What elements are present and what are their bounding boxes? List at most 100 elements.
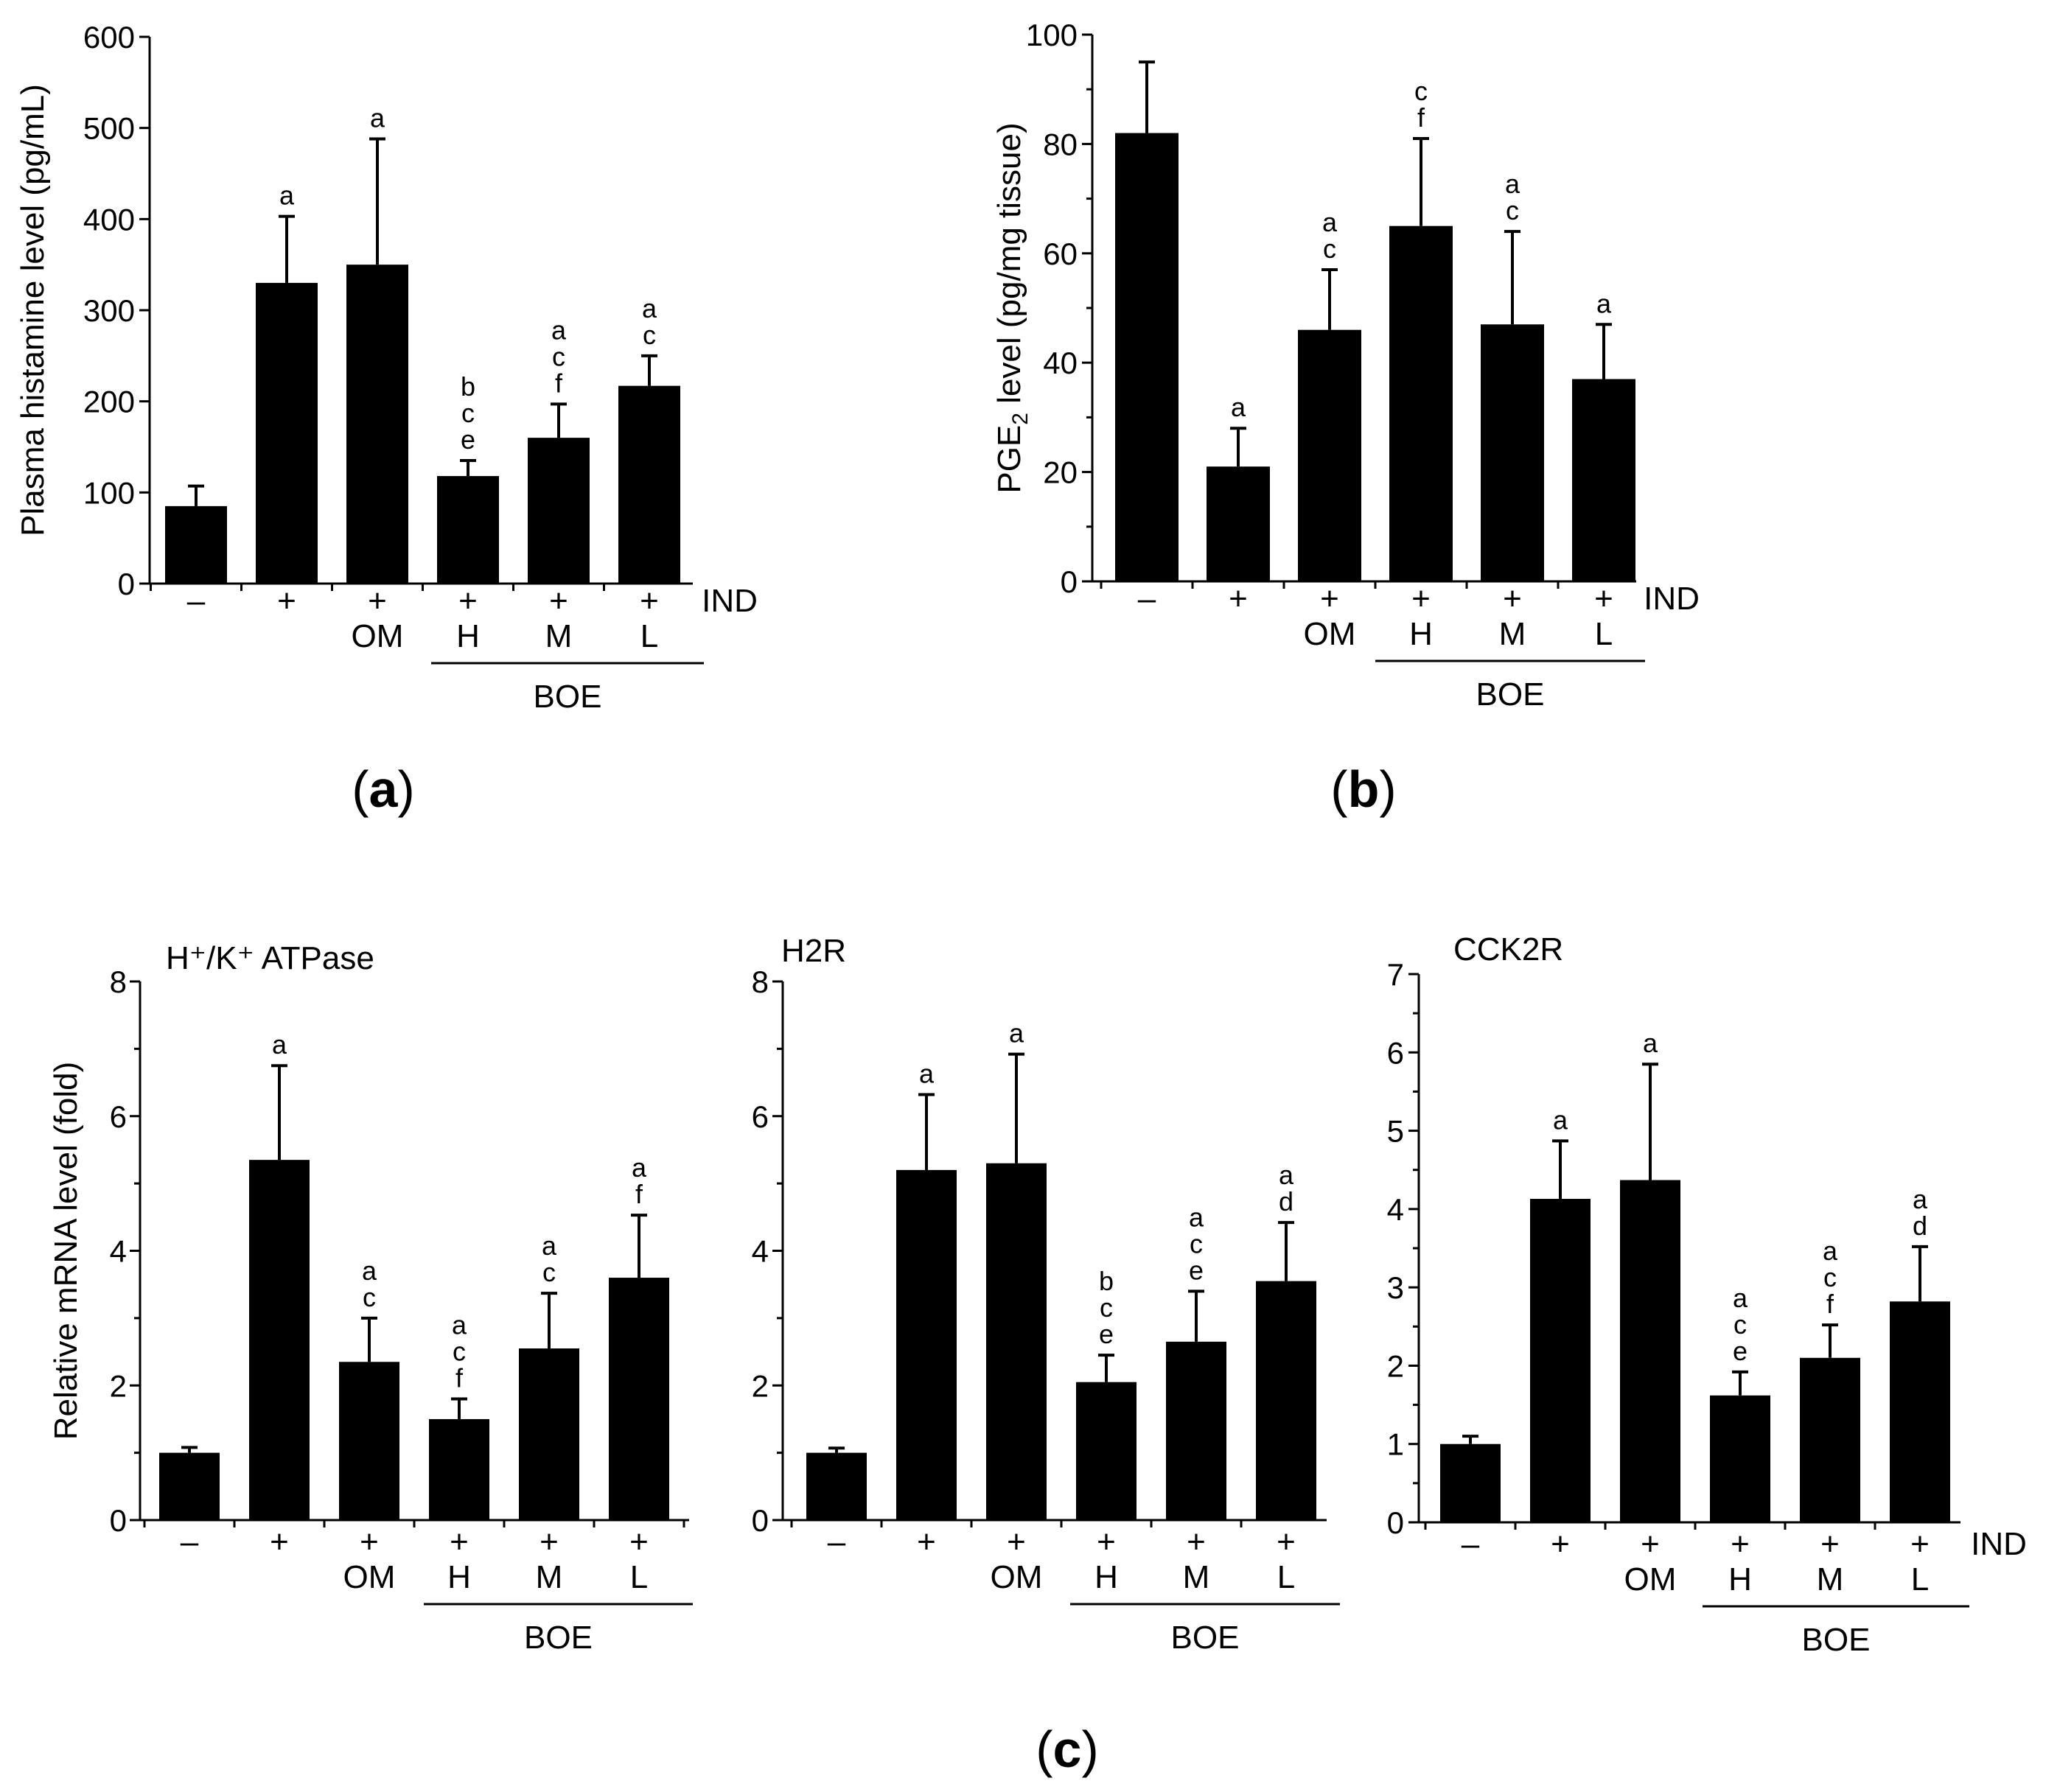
bar bbox=[986, 1163, 1047, 1520]
y-tick-label: 0 bbox=[752, 1503, 769, 1538]
y-tick-label: 40 bbox=[1043, 346, 1078, 380]
x-row1-trailer: IND bbox=[702, 583, 758, 619]
bar bbox=[1481, 324, 1544, 581]
bar bbox=[249, 1160, 310, 1520]
bar bbox=[1115, 133, 1179, 581]
y-axis-label: Plasma histamine level (pg/mL) bbox=[15, 84, 51, 536]
significance-letter: a bbox=[1643, 1028, 1658, 1058]
y-tick-label: 300 bbox=[83, 293, 135, 328]
x-row2-label: H bbox=[1094, 1559, 1118, 1595]
y-tick-label: 8 bbox=[110, 965, 127, 999]
significance-letter: a bbox=[1189, 1202, 1204, 1232]
significance-letter: b bbox=[1099, 1266, 1114, 1296]
x-row2-label: L bbox=[630, 1559, 648, 1595]
x-row2-label: OM bbox=[343, 1559, 396, 1595]
panel-label-c: (c) bbox=[1036, 1721, 1099, 1778]
bar bbox=[1890, 1301, 1950, 1522]
bar bbox=[1710, 1395, 1770, 1522]
x-row1-label: + bbox=[1503, 581, 1522, 617]
chart-panel-b: 0 20 40 60 80 100 PGE2 level (pg/mg tissue) – a +… bbox=[991, 18, 1700, 713]
y-tick-label: 8 bbox=[752, 965, 769, 999]
x-row1-label: + bbox=[1411, 581, 1431, 617]
group-label: BOE bbox=[1802, 1622, 1871, 1658]
significance-letter: f bbox=[555, 368, 563, 398]
y-tick-label: 4 bbox=[110, 1234, 127, 1269]
bar bbox=[159, 1452, 220, 1520]
x-row1-label: + bbox=[549, 583, 568, 619]
y-tick-label: 7 bbox=[1387, 957, 1404, 992]
x-row2-label: H bbox=[447, 1559, 471, 1595]
significance-letter: a bbox=[1913, 1184, 1928, 1214]
y-tick-label: 5 bbox=[1387, 1114, 1404, 1149]
x-row2-label: OM bbox=[1624, 1561, 1677, 1597]
bar bbox=[165, 505, 227, 584]
significance-letter: f bbox=[1826, 1289, 1834, 1319]
significance-letter: a bbox=[1279, 1160, 1294, 1190]
significance-letter: a bbox=[1505, 169, 1520, 199]
bar bbox=[1800, 1357, 1860, 1522]
y-tick-label: 4 bbox=[752, 1234, 769, 1269]
chart-title: CCK2R bbox=[1453, 931, 1563, 967]
x-row2-label: M bbox=[545, 618, 573, 654]
significance-letter: a bbox=[362, 1256, 377, 1286]
y-tick-label: 80 bbox=[1043, 127, 1078, 161]
significance-letter: a bbox=[272, 1029, 287, 1060]
significance-letter: c bbox=[453, 1337, 466, 1367]
x-row2-label: L bbox=[640, 618, 658, 654]
significance-letter: a bbox=[542, 1231, 557, 1261]
y-tick-label: 0 bbox=[1387, 1505, 1404, 1540]
y-tick-label: 400 bbox=[83, 202, 135, 237]
significance-letter: a bbox=[1553, 1105, 1568, 1135]
significance-letter: c bbox=[542, 1257, 556, 1287]
y-tick-label: 60 bbox=[1043, 237, 1078, 271]
y-tick-label: 100 bbox=[83, 475, 135, 510]
bar bbox=[1572, 379, 1635, 581]
bar bbox=[437, 476, 499, 584]
y-tick-label: 0 bbox=[1061, 564, 1078, 599]
significance-letter: c bbox=[363, 1282, 376, 1312]
significance-letter: c bbox=[1414, 76, 1428, 106]
y-tick-label: 6 bbox=[110, 1099, 127, 1134]
bar bbox=[1166, 1341, 1226, 1520]
x-row2-label: H bbox=[1409, 616, 1433, 652]
x-row1-label: + bbox=[917, 1524, 936, 1560]
significance-letter: a bbox=[279, 181, 295, 211]
y-tick-label: 500 bbox=[83, 111, 135, 146]
bar bbox=[806, 1452, 867, 1520]
bar bbox=[618, 385, 680, 584]
x-row1-trailer: IND bbox=[1644, 581, 1700, 617]
x-row1-label: + bbox=[368, 583, 387, 619]
x-row2-label: OM bbox=[352, 618, 404, 654]
y-tick-label: 6 bbox=[752, 1099, 769, 1134]
significance-letter: d bbox=[1913, 1211, 1927, 1241]
bar bbox=[429, 1418, 489, 1520]
significance-letter: a bbox=[452, 1310, 467, 1340]
x-row2-label: M bbox=[1499, 616, 1526, 652]
significance-letter: a bbox=[1322, 207, 1338, 237]
x-row1-label: + bbox=[1187, 1524, 1206, 1560]
x-row1-label: + bbox=[1731, 1526, 1750, 1562]
group-label: BOE bbox=[1476, 676, 1545, 713]
significance-letter: e bbox=[1733, 1336, 1748, 1366]
group-label: BOE bbox=[524, 1620, 593, 1656]
significance-letter: d bbox=[1279, 1186, 1293, 1217]
y-tick-label: 0 bbox=[118, 567, 135, 601]
significance-letter: e bbox=[1189, 1255, 1204, 1285]
x-row1-label: + bbox=[450, 1524, 469, 1560]
panel-label-a: (a) bbox=[352, 760, 415, 818]
x-row1-label: + bbox=[277, 583, 296, 619]
x-row2-label: H bbox=[1728, 1561, 1752, 1597]
y-tick-label: 20 bbox=[1043, 455, 1078, 490]
y-tick-label: 3 bbox=[1387, 1270, 1404, 1305]
x-row1-label: + bbox=[1229, 581, 1248, 617]
x-row1-label: + bbox=[458, 583, 478, 619]
bar bbox=[1389, 225, 1453, 581]
x-row2-label: OM bbox=[991, 1559, 1043, 1595]
x-row1-label: – bbox=[181, 1524, 199, 1560]
x-row1-label: + bbox=[1594, 581, 1613, 617]
bar bbox=[609, 1278, 669, 1520]
x-row1-label: + bbox=[629, 1524, 649, 1560]
